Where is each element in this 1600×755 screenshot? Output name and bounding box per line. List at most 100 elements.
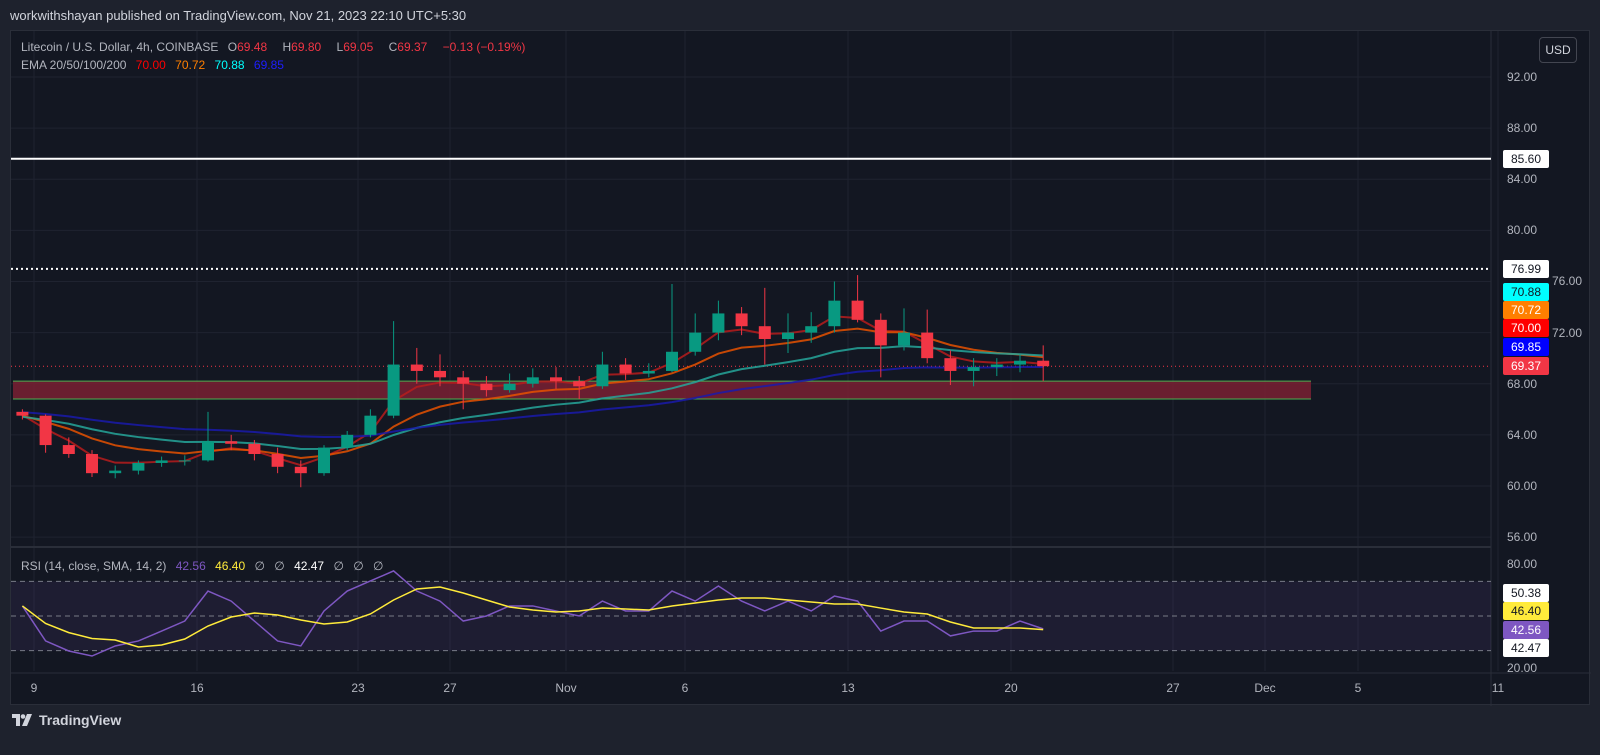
price-badge: 69.85: [1503, 338, 1549, 356]
date-axis-label: 16: [190, 681, 204, 695]
candle-body: [990, 364, 1003, 368]
candle-body: [178, 460, 191, 462]
date-axis-label: 20: [1004, 681, 1018, 695]
ema50-value: 70.72: [175, 58, 206, 72]
candle-body: [921, 332, 934, 359]
date-axis-label: 13: [841, 681, 855, 695]
candle-body: [526, 377, 539, 384]
candle-body: [805, 326, 818, 333]
low-value: 69.05: [343, 40, 374, 54]
chart-frame[interactable]: Litecoin / U.S. Dollar, 4h, COINBASE O69…: [10, 30, 1591, 706]
date-axis-label: Dec: [1254, 681, 1276, 695]
date-axis-label: 9: [30, 681, 38, 695]
price-badge: 70.72: [1503, 301, 1549, 319]
currency-button[interactable]: USD: [1539, 37, 1577, 63]
change-value: −0.13 (−0.19%): [442, 40, 526, 54]
price-axis-label: 76.00: [1552, 274, 1583, 289]
ema-label[interactable]: EMA 20/50/100/200: [21, 58, 127, 72]
rsi-legend: RSI (14, close, SMA, 14, 2) 42.56 46.40 …: [21, 559, 390, 573]
price-badge: 70.00: [1503, 319, 1549, 337]
ema200-value: 69.85: [253, 58, 284, 72]
open-label: O: [227, 40, 238, 54]
rsi-sma-value: 46.40: [215, 559, 246, 573]
candle-body: [596, 364, 609, 387]
date-axis-label: 27: [1166, 681, 1180, 695]
candle-body: [828, 300, 841, 327]
ema100-value: 70.88: [214, 58, 245, 72]
candle-body: [202, 441, 214, 461]
candle-body: [62, 445, 75, 455]
price-axis-label: 80.00: [1507, 223, 1538, 238]
rsi-empty-1: ∅: [254, 559, 265, 573]
candle-body: [758, 326, 771, 339]
price-badge: 70.88: [1503, 283, 1549, 301]
rsi-empty-5: ∅: [373, 559, 384, 573]
low-label: L: [336, 40, 344, 54]
candle-body: [155, 460, 168, 463]
rsi-line: [21, 570, 1044, 657]
candle-body: [898, 332, 910, 346]
rsi-empty-2: ∅: [274, 559, 285, 573]
candle-body: [225, 441, 238, 444]
candle-body: [1037, 360, 1050, 367]
rsi-axis-label: 20.00: [1507, 660, 1538, 675]
candle-body: [16, 411, 29, 416]
rsi-axis-label: 80.00: [1507, 557, 1538, 571]
rsi-badge: 50.38: [1503, 584, 1549, 602]
tradingview-logo[interactable]: TradingView: [12, 712, 121, 728]
price-axis-label: 72.00: [1552, 325, 1583, 340]
candle-body: [294, 466, 307, 474]
candle-body: [1014, 360, 1026, 365]
candle-body: [712, 313, 725, 333]
candle-body: [364, 415, 377, 435]
price-badge: 69.37: [1503, 357, 1549, 375]
candle-body: [434, 370, 446, 378]
candle-body: [410, 364, 423, 371]
rsi-lower-value: 42.47: [294, 559, 325, 573]
date-axis-label: 6: [681, 681, 689, 695]
candle-body: [503, 383, 516, 391]
symbol-legend: Litecoin / U.S. Dollar, 4h, COINBASE O 69…: [21, 40, 531, 54]
rsi-badge: 42.47: [1503, 639, 1549, 657]
candle-body: [109, 470, 122, 474]
price-axis-label: 56.00: [1507, 530, 1538, 545]
date-axis-label: 11: [1491, 681, 1505, 695]
rsi-sma-line: [21, 586, 1044, 648]
candle-body: [782, 332, 794, 339]
candle-body: [387, 364, 400, 416]
candle-body: [271, 454, 284, 467]
close-label: C: [388, 40, 398, 54]
price-axis-label: 68.00: [1507, 376, 1538, 391]
rsi-label[interactable]: RSI (14, close, SMA, 14, 2): [21, 559, 167, 573]
rsi-badge: 42.56: [1503, 621, 1549, 639]
candle-body: [550, 377, 562, 382]
price-badge: 76.99: [1503, 259, 1549, 278]
candle-body: [132, 462, 145, 471]
candle-body: [619, 364, 632, 374]
date-axis-label: 5: [1354, 681, 1362, 695]
high-value: 69.80: [291, 40, 322, 54]
candle-body: [735, 313, 748, 327]
price-axis-label: 60.00: [1507, 478, 1538, 493]
ema20-value: 70.00: [135, 58, 166, 72]
ema50-line: [22, 327, 1044, 460]
date-axis-label: Nov: [555, 681, 577, 695]
candle-body: [573, 381, 586, 387]
candle-body: [944, 358, 957, 371]
candle-body: [480, 383, 493, 391]
date-axis-label: 23: [351, 681, 365, 695]
rsi-empty-3: ∅: [333, 559, 344, 573]
close-value: 69.37: [397, 40, 428, 54]
tradingview-logo-icon: [12, 714, 32, 726]
ema100-line: [22, 345, 1044, 451]
ema-legend: EMA 20/50/100/200 70.00 70.72 70.88 69.8…: [21, 58, 290, 72]
price-axis-label: 92.00: [1507, 70, 1538, 84]
brand-name: TradingView: [39, 712, 122, 728]
candle-body: [851, 300, 864, 320]
price-chart[interactable]: [11, 31, 1591, 706]
candle-body: [318, 447, 330, 474]
publisher-header: workwithshayan published on TradingView.…: [10, 8, 467, 23]
price-axis-label: 84.00: [1507, 172, 1538, 187]
ema200-line: [22, 365, 1044, 439]
symbol-title[interactable]: Litecoin / U.S. Dollar, 4h, COINBASE: [21, 40, 219, 54]
